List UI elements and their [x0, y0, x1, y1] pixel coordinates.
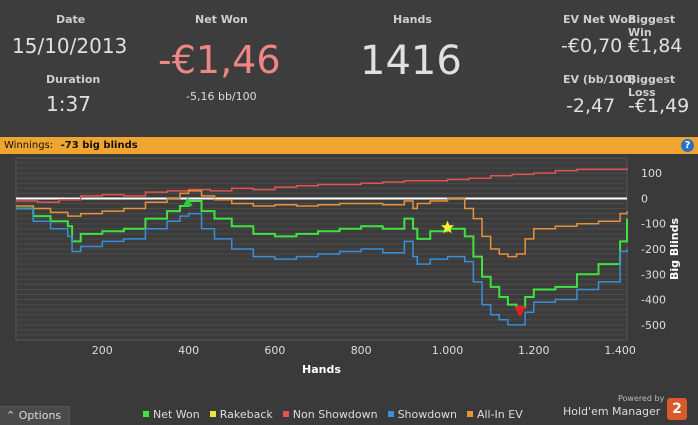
- legend-label: All-In EV: [476, 407, 523, 421]
- options-label: Options: [18, 409, 62, 422]
- legend-item[interactable]: Showdown: [387, 407, 457, 421]
- date-label: Date: [56, 13, 86, 26]
- ev-bb100-value: -2,47: [566, 95, 616, 117]
- x-tick-label: 1.400: [604, 344, 636, 357]
- ev-net-won-label: EV Net Won: [563, 13, 636, 26]
- ev-net-won-value: -€0,70: [561, 35, 623, 57]
- question-icon[interactable]: ?: [681, 139, 694, 152]
- date-value: 15/10/2013: [12, 34, 128, 58]
- biggest-win-label: Biggest Win: [628, 13, 676, 39]
- options-button[interactable]: ⌃ Options: [0, 406, 70, 425]
- series-line-all-in-ev: [16, 190, 628, 258]
- biggest-loss-value: -€1,49: [628, 95, 690, 117]
- series-line-showdown: [16, 207, 628, 326]
- low-point-marker: [513, 306, 526, 318]
- duration-label: Duration: [46, 73, 101, 86]
- high-point-marker: [182, 197, 193, 207]
- hands-label: Hands: [393, 13, 432, 26]
- y-tick-label: 0: [641, 192, 648, 205]
- net-won-label: Net Won: [195, 13, 248, 26]
- legend-swatch: [143, 411, 149, 417]
- legend-swatch: [466, 411, 473, 417]
- winnings-label: Winnings:: [4, 140, 54, 151]
- x-tick-label: 1.200: [518, 344, 550, 357]
- y-tick-label: 100: [641, 167, 662, 180]
- legend-item[interactable]: Rakeback: [209, 407, 273, 421]
- brand-logo-badge: 2: [667, 398, 687, 420]
- legend-label: Net Won: [153, 407, 200, 421]
- ev-bb100-label: EV (bb/100): [563, 73, 636, 86]
- x-axis-title: Hands: [302, 363, 341, 376]
- legend-label: Rakeback: [219, 407, 273, 421]
- x-tick-label: 1.000: [432, 344, 464, 357]
- duration-value: 1:37: [46, 92, 91, 116]
- net-won-value: -€1,46: [158, 38, 281, 82]
- legend-swatch: [387, 411, 394, 417]
- x-tick-label: 200: [92, 344, 113, 357]
- hands-value: 1416: [360, 38, 462, 84]
- biggest-win-value: €1,84: [628, 35, 683, 57]
- chart-legend: Net Won Rakeback Non Showdown Showdown All-I…: [143, 406, 523, 422]
- x-tick-label: 400: [178, 344, 199, 357]
- winnings-chart: 100 0 -100 -200 -300 -400 -500 200 400 600 800 1.00…: [0, 154, 698, 425]
- winnings-banner: Winnings: -73 big blinds ?: [0, 137, 698, 154]
- y-tick-label: -400: [641, 294, 666, 307]
- x-tick-label: 800: [351, 344, 372, 357]
- legend-item[interactable]: All-In EV: [466, 407, 523, 421]
- winnings-value: -73 big blinds: [60, 140, 138, 151]
- y-axis-title: Big Blinds: [668, 218, 681, 280]
- stats-panel: Date 15/10/2013 Duration 1:37 Net Won -€…: [0, 0, 698, 136]
- best-point-star: [440, 220, 455, 234]
- biggest-loss-label: Biggest Loss: [628, 73, 676, 99]
- bb100-value: -5,16 bb/100: [186, 90, 257, 103]
- legend-item[interactable]: Non Showdown: [282, 407, 378, 421]
- legend-swatch: [282, 411, 289, 417]
- chevron-up-icon: ⌃: [6, 409, 16, 422]
- brand-label: Hold'em Manager: [563, 405, 661, 418]
- powered-by-label: Powered by: [618, 394, 665, 403]
- y-tick-label: -300: [641, 268, 666, 281]
- chart-svg: 100 0 -100 -200 -300 -400 -500 200 400 600 800 1.00…: [15, 157, 681, 376]
- legend-label: Non Showdown: [292, 407, 378, 421]
- y-tick-label: -200: [641, 243, 666, 256]
- legend-item[interactable]: Net Won: [143, 408, 200, 421]
- legend-label: Showdown: [397, 407, 457, 421]
- x-tick-label: 600: [264, 344, 285, 357]
- y-tick-label: -100: [641, 218, 666, 231]
- y-tick-label: -500: [641, 319, 666, 332]
- series-line-non-showdown: [16, 168, 628, 203]
- legend-swatch: [209, 411, 216, 417]
